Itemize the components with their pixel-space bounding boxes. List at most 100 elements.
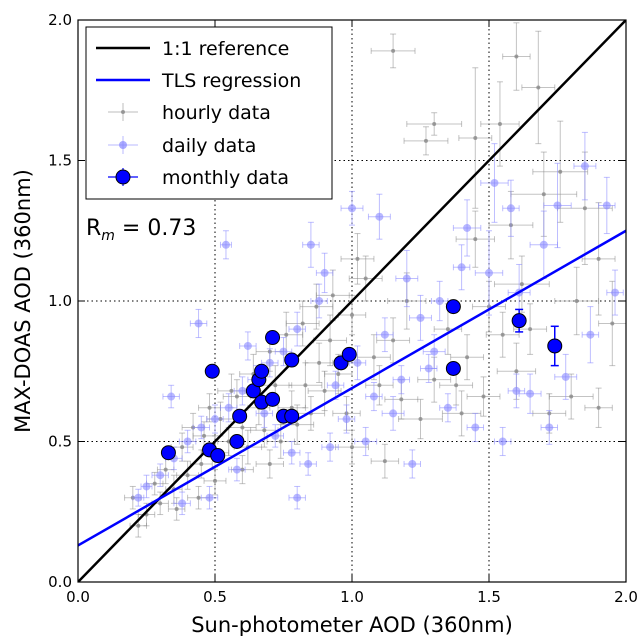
data-point-marker	[293, 325, 302, 334]
daily-data-point	[365, 381, 383, 412]
hourly-data-point	[554, 266, 600, 336]
data-point-marker	[380, 330, 389, 339]
data-point-marker	[243, 341, 252, 350]
x-axis-label: Sun-photometer AOD (360nm)	[191, 613, 513, 636]
data-point-marker	[432, 377, 437, 382]
data-point-marker	[304, 459, 313, 468]
daily-data-point	[261, 348, 279, 378]
data-point-marker	[265, 391, 281, 407]
r-annotation-subscript: m	[101, 228, 115, 244]
hourly-data-point	[288, 362, 323, 409]
hourly-data-point	[485, 311, 520, 358]
data-point-marker	[382, 459, 387, 464]
daily-data-point	[395, 249, 419, 308]
data-point-marker	[322, 388, 327, 393]
hourly-data-point	[403, 126, 449, 156]
daily-data-point	[573, 131, 597, 201]
daily-data-point	[392, 365, 411, 395]
y-tick-label: 2.0	[48, 11, 72, 29]
daily-data-point	[228, 457, 246, 482]
monthly-data-point	[210, 448, 226, 464]
monthly-data-point	[445, 360, 461, 376]
hourly-data-point	[335, 429, 369, 465]
hourly-data-point	[285, 300, 320, 347]
y-axis-label: MAX-DOAS AOD (360nm)	[11, 169, 35, 433]
data-point-marker	[596, 256, 601, 261]
data-point-marker	[485, 268, 493, 277]
data-point-marker	[463, 223, 472, 232]
data-point-marker	[361, 437, 370, 446]
legend-item-tls-regression: TLS regression	[96, 70, 301, 92]
daily-data-point	[219, 393, 238, 423]
daily-data-point	[452, 199, 482, 257]
hourly-data-point	[198, 393, 221, 423]
data-point-marker	[454, 383, 459, 388]
daily-data-point	[173, 491, 191, 516]
data-point-marker	[500, 332, 505, 337]
tls-regression-line	[78, 229, 626, 547]
data-point-marker	[402, 274, 411, 283]
data-point-marker	[284, 352, 300, 368]
daily-data-point	[409, 294, 432, 341]
daily-data-point	[162, 384, 180, 409]
data-point-marker	[511, 313, 527, 329]
data-point-marker	[142, 482, 151, 491]
daily-data-point	[403, 449, 421, 479]
data-point-marker	[350, 445, 354, 450]
data-point-marker	[284, 332, 289, 337]
hourly-data-point	[450, 334, 485, 381]
data-point-marker	[331, 381, 340, 390]
reference-lines	[78, 20, 626, 582]
data-point-marker	[408, 459, 417, 468]
hourly-data-point	[187, 485, 211, 510]
data-point-marker	[473, 237, 478, 242]
monthly-data-point	[445, 299, 461, 315]
data-point-marker	[416, 313, 425, 322]
hourly-data-point	[167, 497, 186, 521]
monthly-data-series	[160, 299, 563, 464]
data-point-marker	[210, 448, 226, 464]
data-point-marker	[424, 364, 433, 373]
data-point-marker	[163, 467, 168, 472]
data-point-marker	[375, 212, 384, 221]
data-point-marker	[224, 403, 233, 412]
data-point-marker	[457, 263, 466, 272]
data-point-marker	[445, 327, 450, 332]
daily-data-point	[340, 190, 364, 226]
data-point-marker	[397, 375, 406, 384]
data-point-marker	[569, 394, 574, 399]
daily-data-point	[219, 230, 232, 260]
data-point-marker	[418, 417, 423, 422]
data-point-marker	[574, 299, 579, 303]
hourly-data-point	[370, 33, 416, 69]
r-annotation: Rm = 0.73	[86, 216, 196, 244]
data-point-marker	[514, 54, 519, 59]
daily-data-point	[507, 373, 526, 409]
data-point-marker	[348, 204, 356, 213]
data-point-marker	[391, 48, 396, 53]
data-point-marker	[284, 408, 300, 424]
legend-swatch-daily-marker	[108, 136, 138, 154]
daily-data-point	[200, 485, 219, 510]
daily-data-point	[420, 353, 438, 383]
legend-item-1-1-reference: 1:1 reference	[96, 38, 289, 60]
data-point-marker	[314, 304, 319, 309]
monthly-data-point	[204, 363, 220, 379]
data-point-marker	[423, 138, 428, 143]
data-point-marker	[341, 346, 357, 362]
daily-data-point	[493, 426, 512, 457]
hourly-data-point	[348, 255, 383, 302]
daily-data-point	[430, 280, 449, 322]
hourly-data-point	[458, 67, 493, 209]
data-point-marker	[399, 397, 404, 402]
monthly-data-point	[232, 408, 248, 424]
legend-item-daily-data: daily data	[108, 135, 256, 157]
data-point-marker	[350, 313, 354, 318]
monthly-data-point	[284, 352, 300, 368]
data-point-marker	[167, 392, 176, 401]
data-point-marker	[545, 423, 554, 432]
daily-data-point	[310, 283, 328, 319]
data-point-marker	[254, 363, 270, 379]
hourly-data-point	[340, 233, 375, 285]
data-point-marker	[317, 360, 322, 365]
